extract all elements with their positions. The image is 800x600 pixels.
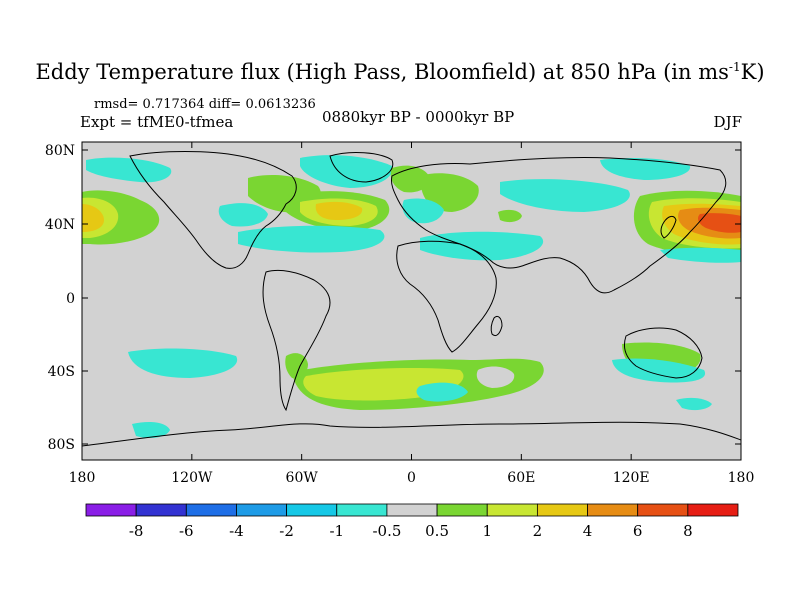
- contour-s-atlantic-cyan: [416, 382, 468, 402]
- contour-s-indian-ring-bg: [476, 366, 515, 388]
- contour-atlantic-orange: [315, 201, 363, 220]
- colorbar-swatch: [436, 503, 488, 517]
- colorbar-label: 6: [633, 522, 643, 540]
- coastline-north-america: [129, 151, 297, 269]
- colorbar-label: 2: [533, 522, 543, 540]
- contour-siberia-cyan: [500, 179, 630, 212]
- colorbar-swatch: [536, 503, 588, 517]
- contour-asia-green-small: [498, 209, 522, 223]
- colorbar-swatch: [587, 503, 639, 517]
- coastline-australia: [623, 327, 703, 379]
- colorbar-swatch: [637, 503, 689, 517]
- contour-arctic-canada-cyan: [300, 155, 393, 188]
- axis-ticks: [81, 142, 742, 460]
- contour-s-pacific-cyan: [128, 348, 238, 378]
- colorbar-label: -1: [329, 522, 344, 540]
- coastline-europe-asia: [391, 156, 727, 294]
- contour-australia-cyan: [612, 358, 706, 383]
- lon-label: 60W: [286, 470, 319, 486]
- colorbar-swatch: [486, 503, 538, 517]
- colorbar-swatch: [336, 503, 388, 517]
- contour-n-pacific-red: [698, 213, 741, 233]
- map-area: [82, 142, 741, 460]
- contour-nw-pacific-orange: [82, 204, 104, 232]
- chart-title: Eddy Temperature flux (High Pass, Bloomf…: [35, 60, 765, 84]
- lon-label: 120W: [171, 470, 213, 486]
- contour-antarctic-cyan-right: [676, 397, 712, 411]
- contour-europe-cyan: [402, 198, 444, 224]
- lon-label: 60E: [507, 470, 535, 486]
- lat-label: 40S: [48, 364, 75, 380]
- colorbar-swatch: [386, 503, 438, 517]
- colorbar-label: -2: [279, 522, 294, 540]
- contour-antarctic-cyan-left: [132, 422, 170, 438]
- contour-subtropical-atlantic-cyan: [238, 225, 385, 253]
- contour-nw-atlantic-cyan: [218, 203, 268, 227]
- lat-label: 40N: [45, 217, 75, 233]
- coastline-madagascar: [490, 315, 503, 337]
- colorbar-swatch: [687, 503, 739, 517]
- colorbar-swatch: [85, 503, 137, 517]
- colorbar-label: 1: [482, 522, 492, 540]
- lat-label: 80S: [48, 437, 75, 453]
- contour-mediterranean-cyan: [420, 231, 544, 261]
- colorbar-label: -8: [129, 522, 144, 540]
- coastline-africa: [396, 240, 497, 353]
- coastline-japan: [660, 215, 677, 239]
- colorbar-label: 4: [583, 522, 593, 540]
- colorbar-swatch: [185, 503, 237, 517]
- colorbar-swatch: [135, 503, 187, 517]
- lon-label: 180: [69, 470, 96, 486]
- longitude-labels: 180 120W 60W 0 60E 120E 180: [69, 470, 755, 486]
- latitude-labels: 80N 40N 0 40S 80S: [45, 143, 75, 453]
- colorbar-label: 0.5: [425, 522, 449, 540]
- period-label: 0880kyr BP - 0000kyr BP: [322, 108, 515, 126]
- contour-arctic-russia-cyan: [600, 158, 691, 180]
- colorbar-label: -4: [229, 522, 244, 540]
- contour-subtropical-pacific-cyan: [660, 247, 741, 263]
- colorbar-swatch: [236, 503, 288, 517]
- coastline-south-america: [262, 269, 331, 412]
- colorbar-label: -0.5: [372, 522, 401, 540]
- coastline-antarctica: [82, 421, 741, 447]
- stats-text: rmsd= 0.717364 diff= 0.0613236: [94, 97, 316, 112]
- colorbar-label: -6: [179, 522, 194, 540]
- lon-label: 180: [728, 470, 755, 486]
- lat-label: 80N: [45, 143, 75, 159]
- experiment-label: Expt = tfME0-tfmea: [80, 113, 234, 131]
- coastline-greenland: [329, 152, 394, 183]
- lon-label: 0: [407, 470, 416, 486]
- contour-arctic-cyan-left: [86, 157, 172, 183]
- colorbar-swatch: [286, 503, 338, 517]
- colorbar: -8 -6 -4 -2 -1 -0.5 0.5 1 2 4 6 8: [85, 503, 739, 540]
- lon-label: 120E: [613, 470, 650, 486]
- coastlines: [82, 151, 741, 447]
- lat-label: 0: [66, 291, 75, 307]
- season-label: DJF: [713, 113, 742, 131]
- colorbar-label: 8: [683, 522, 693, 540]
